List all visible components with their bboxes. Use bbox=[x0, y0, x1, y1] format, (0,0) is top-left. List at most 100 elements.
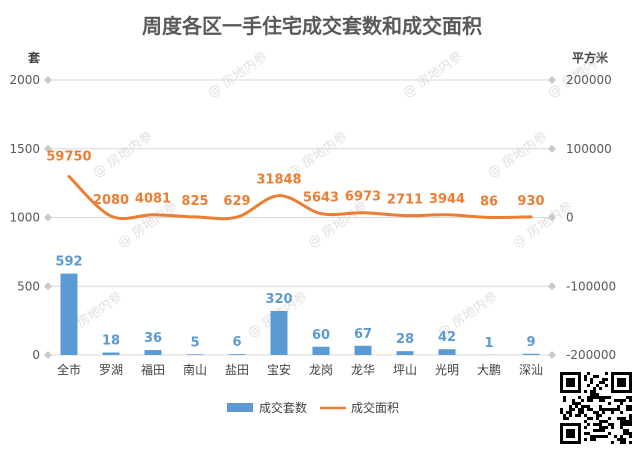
bar bbox=[144, 350, 162, 355]
qr-module bbox=[629, 435, 632, 438]
bar bbox=[396, 351, 414, 355]
y2-tick-label: 200000 bbox=[566, 73, 612, 87]
bar bbox=[522, 353, 540, 355]
qr-module bbox=[599, 423, 602, 426]
qr-module bbox=[596, 393, 599, 396]
gridline-marker bbox=[44, 76, 52, 84]
qr-module bbox=[599, 414, 602, 417]
qr-module bbox=[614, 399, 617, 402]
qr-module bbox=[596, 411, 599, 414]
qr-module bbox=[620, 399, 623, 402]
qr-module bbox=[608, 408, 611, 411]
watermark: @ 房地内参 bbox=[485, 128, 551, 181]
qr-module bbox=[629, 417, 632, 420]
chart-title: 周度各区一手住宅成交套数和成交面积 bbox=[142, 14, 482, 38]
qr-module bbox=[584, 420, 587, 423]
qr-module bbox=[611, 408, 614, 411]
line-data-label: 2711 bbox=[387, 193, 423, 208]
bar-data-label: 592 bbox=[55, 255, 82, 270]
qr-module bbox=[623, 423, 626, 426]
qr-module bbox=[614, 435, 617, 438]
qr-module bbox=[626, 432, 629, 435]
line-data-label: 4081 bbox=[135, 192, 171, 207]
qr-module bbox=[599, 435, 602, 438]
bar bbox=[354, 345, 372, 355]
y2-tick-label: -100000 bbox=[566, 279, 616, 293]
bar bbox=[186, 354, 204, 355]
qr-module bbox=[590, 399, 593, 402]
qr-module bbox=[569, 411, 572, 414]
qr-module bbox=[605, 426, 608, 429]
qr-module bbox=[587, 417, 590, 420]
qr-module bbox=[590, 417, 593, 420]
qr-module bbox=[605, 396, 608, 399]
watermark: @ 房地内参 bbox=[400, 48, 466, 101]
qr-module bbox=[599, 408, 602, 411]
qr-module bbox=[590, 381, 593, 384]
line-data-label: 59750 bbox=[46, 149, 91, 164]
qr-module bbox=[560, 411, 563, 414]
bar-data-label: 320 bbox=[265, 292, 292, 307]
line-data-label: 825 bbox=[181, 194, 208, 209]
qr-module bbox=[593, 429, 596, 432]
qr-module bbox=[623, 429, 626, 432]
qr-module bbox=[629, 423, 632, 426]
qr-module bbox=[602, 435, 605, 438]
qr-module bbox=[584, 390, 587, 393]
qr-module bbox=[626, 408, 629, 411]
qr-module bbox=[572, 399, 575, 402]
y2-axis-label: 平方米 bbox=[572, 50, 609, 65]
line-data-label: 2080 bbox=[93, 193, 129, 208]
qr-module bbox=[623, 417, 626, 420]
qr-module bbox=[599, 426, 602, 429]
qr-module bbox=[572, 408, 575, 411]
qr-module bbox=[629, 408, 632, 411]
qr-module bbox=[581, 399, 584, 402]
gridline-marker bbox=[44, 144, 52, 153]
qr-module bbox=[593, 393, 596, 396]
qr-module bbox=[590, 435, 593, 438]
qr-module bbox=[608, 396, 611, 399]
qr-module bbox=[623, 432, 626, 435]
bar-data-label: 67 bbox=[354, 327, 372, 342]
bar-data-label: 6 bbox=[232, 335, 241, 350]
qr-module bbox=[587, 432, 590, 435]
qr-module bbox=[581, 408, 584, 411]
qr-module bbox=[629, 420, 632, 423]
qr-module bbox=[575, 414, 578, 417]
qr-module bbox=[602, 378, 605, 381]
qr-module bbox=[596, 396, 599, 399]
qr-module bbox=[587, 384, 590, 387]
line-data-label: 629 bbox=[223, 194, 250, 209]
qr-module bbox=[572, 402, 575, 405]
qr-module bbox=[602, 429, 605, 432]
qr-module bbox=[620, 423, 623, 426]
qr-module bbox=[605, 372, 608, 375]
bar-data-label: 9 bbox=[526, 335, 535, 350]
qr-module bbox=[587, 405, 590, 408]
bar bbox=[312, 346, 330, 355]
y2-ticks: -200000 -100000 0 100000 200000 bbox=[566, 73, 616, 362]
qr-module bbox=[590, 393, 593, 396]
legend-line-label: 成交面积 bbox=[351, 400, 399, 415]
gridline-marker bbox=[44, 213, 52, 222]
qr-module bbox=[590, 408, 593, 411]
qr-module bbox=[587, 399, 590, 402]
qr-module bbox=[587, 408, 590, 411]
x-tick-label: 龙岗 bbox=[309, 363, 333, 377]
qr-module bbox=[566, 411, 569, 414]
qr-module bbox=[599, 405, 602, 408]
qr-module bbox=[575, 402, 578, 405]
qr-module bbox=[599, 387, 602, 390]
qr-module bbox=[581, 405, 584, 408]
qr-module bbox=[578, 408, 581, 411]
qr-module bbox=[563, 399, 566, 402]
qr-module bbox=[599, 420, 602, 423]
bar-data-label: 42 bbox=[438, 330, 456, 345]
qr-module bbox=[593, 396, 596, 399]
qr-module bbox=[596, 384, 599, 387]
qr-module bbox=[602, 399, 605, 402]
qr-finder bbox=[566, 429, 575, 438]
